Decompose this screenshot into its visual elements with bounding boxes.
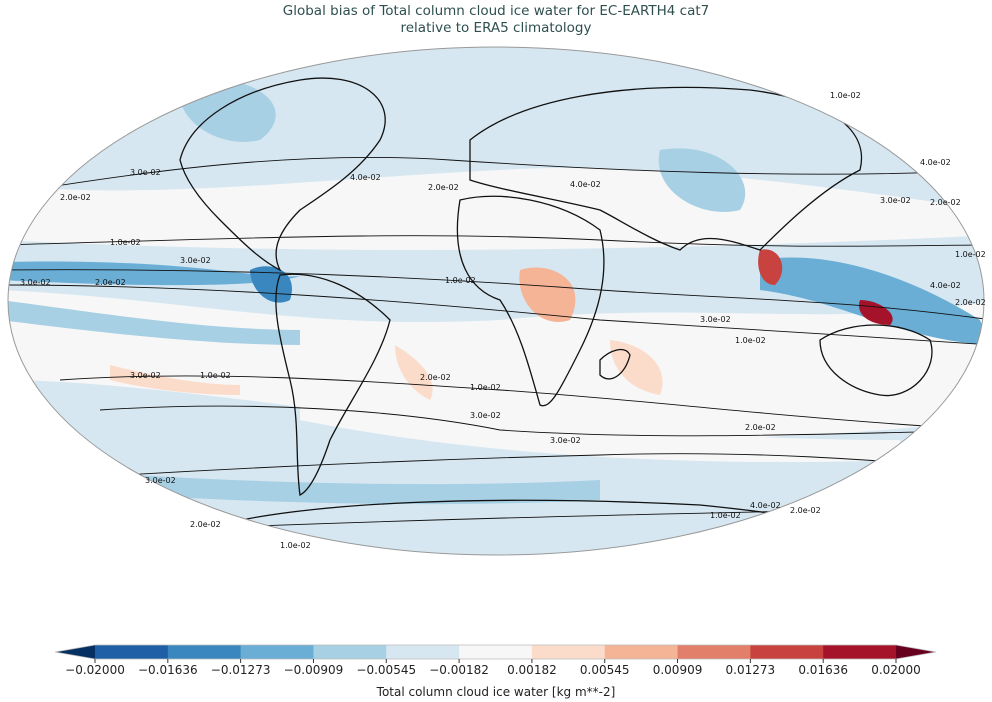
colorbar-tick-label: 0.00909 bbox=[652, 663, 703, 677]
colorbar-tick-label: −0.00909 bbox=[283, 663, 344, 677]
title-line-1: Global bias of Total column cloud ice wa… bbox=[282, 3, 710, 19]
colorbar-tick-label: 0.01273 bbox=[725, 663, 776, 677]
colorbar-bin bbox=[386, 645, 460, 659]
contour-label: 3.0e-02 bbox=[145, 476, 176, 485]
contour-label: 2.0e-02 bbox=[955, 298, 986, 307]
contour-label: 2.0e-02 bbox=[60, 193, 91, 202]
contour-label: 2.0e-02 bbox=[745, 423, 776, 432]
contour-label: 4.0e-02 bbox=[350, 173, 381, 182]
contour-label: 3.0e-02 bbox=[700, 315, 731, 324]
contour-label: 3.0e-02 bbox=[130, 371, 161, 380]
colorbar-bin bbox=[531, 645, 606, 659]
colorbar-bin bbox=[677, 645, 751, 659]
colorbar-tick-label: −0.00545 bbox=[356, 663, 417, 677]
contour-labels: 1.0e-02 2.0e-02 1.0e-02 3.0e-02 3.0e-02 3.0e-… bbox=[20, 91, 986, 550]
contour-label: 4.0e-02 bbox=[920, 158, 951, 167]
contour-label: 1.0e-02 bbox=[470, 383, 501, 392]
colorbar-tick-label: 0.00545 bbox=[579, 663, 630, 677]
contour-label: 3.0e-02 bbox=[20, 278, 51, 287]
colorbar-tick-label: −0.00182 bbox=[429, 663, 489, 677]
colorbar bbox=[54, 644, 937, 663]
colorbar-bin bbox=[823, 645, 897, 659]
contour-label: 2.0e-02 bbox=[790, 506, 821, 515]
colorbar-bin bbox=[167, 645, 242, 659]
contour-label: 3.0e-02 bbox=[470, 411, 501, 420]
colorbar-over-arrow bbox=[896, 645, 936, 659]
colorbar-bin bbox=[604, 645, 679, 659]
contour-label: 2.0e-02 bbox=[428, 183, 459, 192]
colorbar-tick-label: −0.02000 bbox=[65, 663, 125, 677]
contour-label: 3.0e-02 bbox=[130, 168, 161, 177]
contour-label: 1.0e-02 bbox=[955, 250, 986, 259]
colorbar-bin bbox=[313, 645, 387, 659]
chart-title: Global bias of Total column cloud ice wa… bbox=[0, 3, 992, 37]
contour-label: 3.0e-02 bbox=[550, 436, 581, 445]
contour-label: 2.0e-02 bbox=[930, 198, 961, 207]
contour-label: 1.0e-02 bbox=[280, 541, 311, 550]
colorbar-tick-label: 0.01636 bbox=[798, 663, 848, 677]
contour-label: 1.0e-02 bbox=[710, 511, 741, 520]
colorbar-under-arrow bbox=[55, 645, 95, 659]
contour-label: 4.0e-02 bbox=[570, 180, 601, 189]
contour-label: 2.0e-02 bbox=[95, 278, 126, 287]
contour-label: 1.0e-02 bbox=[200, 371, 231, 380]
title-line-2: relative to ERA5 climatology bbox=[400, 20, 592, 36]
colorbar-bin bbox=[459, 645, 533, 659]
colorbar-tick-label: −0.01273 bbox=[210, 663, 271, 677]
contour-label: 1.0e-02 bbox=[110, 238, 141, 247]
coastlines bbox=[179, 77, 933, 541]
colorbar-label: Total column cloud ice water [kg m**-2] bbox=[376, 685, 616, 699]
colorbar-tick-label: −0.01636 bbox=[137, 663, 198, 677]
colorbar-bin bbox=[95, 645, 169, 659]
contour-label: 1.0e-02 bbox=[445, 276, 476, 285]
contour-label: 3.0e-02 bbox=[880, 196, 911, 205]
map-field bbox=[8, 47, 984, 555]
contour-label: 4.0e-02 bbox=[930, 281, 961, 290]
colorbar-tick-label: 0.00182 bbox=[507, 663, 557, 677]
contour-label: 2.0e-02 bbox=[420, 373, 451, 382]
contour-label: 2.0e-02 bbox=[190, 520, 221, 529]
colorbar-tick-label: 0.02000 bbox=[871, 663, 921, 677]
contour-label: 1.0e-02 bbox=[830, 91, 861, 100]
map-boundary bbox=[7, 46, 985, 556]
colorbar-bin bbox=[750, 645, 824, 659]
colorbar-bin bbox=[240, 645, 314, 659]
contour-label: 4.0e-02 bbox=[750, 501, 781, 510]
contour-label: 1.0e-02 bbox=[735, 336, 766, 345]
contour-label: 3.0e-02 bbox=[180, 256, 211, 265]
